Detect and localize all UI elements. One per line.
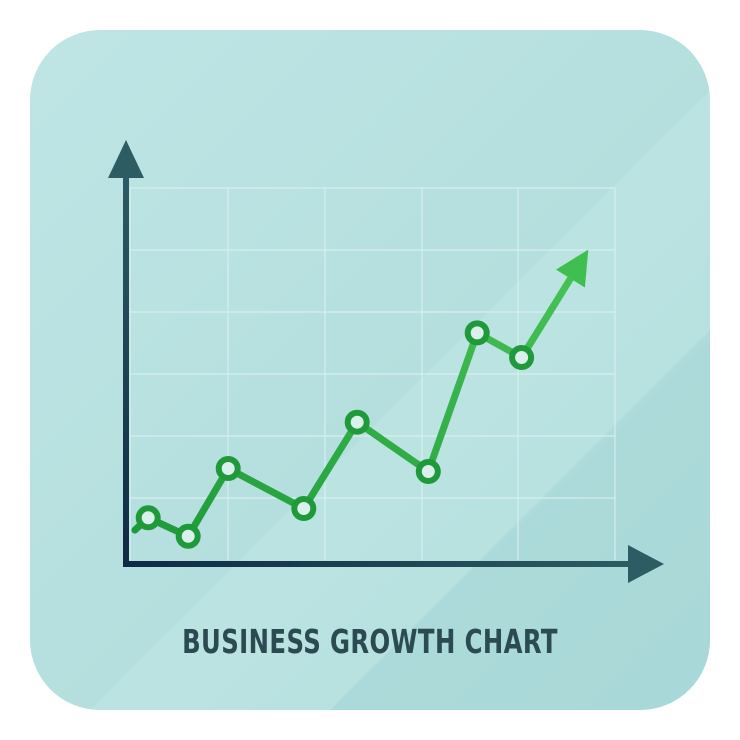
x-axis [123, 545, 664, 583]
series-line [131, 268, 579, 540]
data-point [509, 345, 535, 370]
background-bands [60, 60, 710, 710]
x-axis-line [123, 561, 633, 567]
chart-title: BUSINESS GROWTH CHART [182, 622, 558, 661]
diagonal-band-upper [60, 60, 710, 710]
x-axis-arrowhead [628, 545, 664, 583]
diagonal-band-lower [300, 310, 710, 710]
trend-arrowhead [556, 249, 589, 288]
y-axis [108, 140, 144, 567]
y-axis-arrowhead [108, 140, 144, 178]
data-point [415, 459, 441, 484]
data-point [135, 505, 161, 531]
data-point [344, 409, 370, 435]
data-point [175, 523, 201, 549]
data-point [215, 456, 241, 481]
data-point [291, 496, 317, 521]
data-point [464, 320, 490, 346]
y-axis-line [123, 170, 129, 567]
growth-series [131, 249, 589, 549]
